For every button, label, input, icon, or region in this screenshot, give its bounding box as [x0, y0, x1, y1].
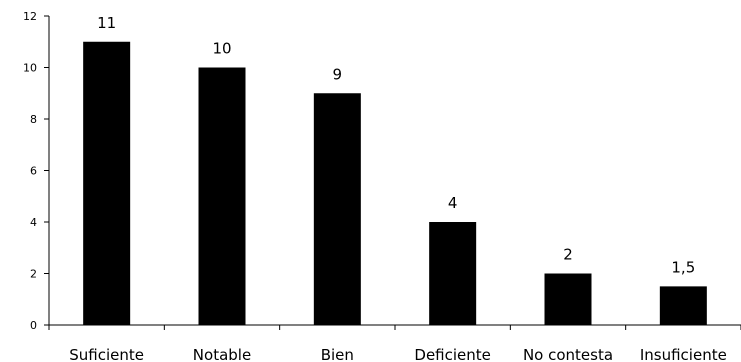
data-labels: 11 10 9 4 2 1,5: [97, 14, 695, 277]
x-axis-ticks: [48, 325, 741, 330]
bar: [659, 286, 707, 325]
x-tick-label: Suficiente: [69, 346, 144, 362]
y-tick-label: 12: [23, 10, 37, 23]
data-label: 10: [212, 40, 231, 58]
bar: [429, 222, 477, 325]
x-tick-label: Notable: [193, 346, 251, 362]
y-tick-label: 8: [30, 113, 37, 126]
x-axis-labels: Suficiente Notable Bien Deficiente No contes…: [69, 346, 727, 362]
data-label: 4: [448, 194, 458, 212]
y-tick-label: 6: [30, 165, 37, 178]
data-label: 9: [333, 65, 343, 83]
data-label: 11: [97, 14, 116, 32]
bar: [544, 273, 592, 325]
y-tick-label: 0: [30, 319, 37, 332]
bar-series: [83, 41, 707, 325]
x-tick-label: Insuficiente: [640, 346, 727, 362]
bar: [83, 41, 131, 325]
x-tick-label: Deficiente: [414, 346, 491, 362]
bar: [313, 93, 361, 325]
y-axis-ticks: 0 2 4 6 8 10 12: [23, 10, 49, 332]
x-tick-label: No contesta: [523, 346, 613, 362]
y-tick-label: 4: [30, 216, 37, 229]
data-label: 1,5: [671, 258, 695, 276]
y-tick-label: 2: [30, 268, 37, 281]
x-tick-label: Bien: [321, 346, 354, 362]
y-tick-label: 10: [23, 62, 37, 75]
bar: [198, 67, 246, 325]
data-label: 2: [563, 246, 573, 264]
